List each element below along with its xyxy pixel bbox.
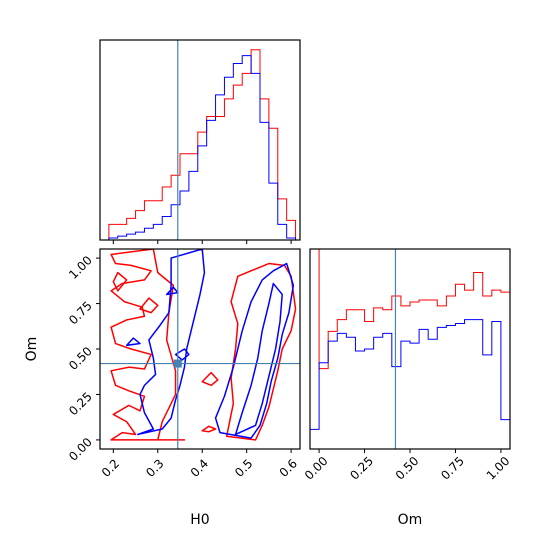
contour-red [201, 371, 219, 387]
joint-y-tick-label: 0.75 [66, 299, 95, 328]
joint-contour-panel: 0.2 0.3 0.4 0.5 0.6 0.00 0.25 0.50 0.75 1.00 [66, 248, 301, 480]
h0-histogram-frame [99, 39, 301, 241]
contour-blue [125, 337, 141, 347]
joint-x-tick-label: 0.5 [232, 456, 255, 479]
contour-red [201, 425, 217, 433]
joint-x-tick-label: 0.2 [99, 456, 122, 479]
joint-y-tick-label: 1.00 [66, 253, 95, 282]
truth-marker [173, 359, 182, 368]
om-hist-x-tick-label: 0.50 [393, 454, 422, 483]
joint-x-tick-label: 0.4 [188, 456, 211, 479]
om-hist-x-tick-label: 0.00 [302, 454, 331, 483]
joint-y-tick-label: 0.00 [66, 435, 95, 464]
om-hist-x-tick-label: 0.25 [347, 454, 376, 483]
om-hist-x-tick-label: 0.75 [438, 454, 467, 483]
om-histogram-frame [309, 248, 511, 450]
h0-x-axis-label: H0 [190, 512, 209, 528]
h0-hist-red-series [100, 49, 297, 240]
om-histogram-panel: 0.00 0.25 0.50 0.75 1.00 [302, 248, 513, 483]
om-hist-blue-series [310, 319, 510, 449]
joint-x-tick-label: 0.6 [277, 456, 300, 479]
contour-blue [214, 262, 295, 439]
contour-blue [137, 249, 206, 436]
h0-histogram-panel [99, 39, 301, 244]
om-hist-x-tick-label: 1.00 [484, 454, 513, 483]
contour-blue [174, 348, 190, 361]
om-hist-red-series [310, 249, 510, 449]
om-y-axis-label: Om [24, 337, 40, 362]
h0-hist-blue-series [100, 55, 297, 240]
contour-blue [234, 282, 283, 436]
joint-y-tick-label: 0.50 [66, 344, 95, 373]
contour-red [112, 271, 128, 292]
contour-red [139, 297, 159, 314]
joint-y-tick-label: 0.25 [66, 390, 95, 419]
om-x-axis-label: Om [398, 512, 423, 528]
contour-blue [165, 286, 179, 296]
joint-x-tick-label: 0.3 [143, 456, 166, 479]
